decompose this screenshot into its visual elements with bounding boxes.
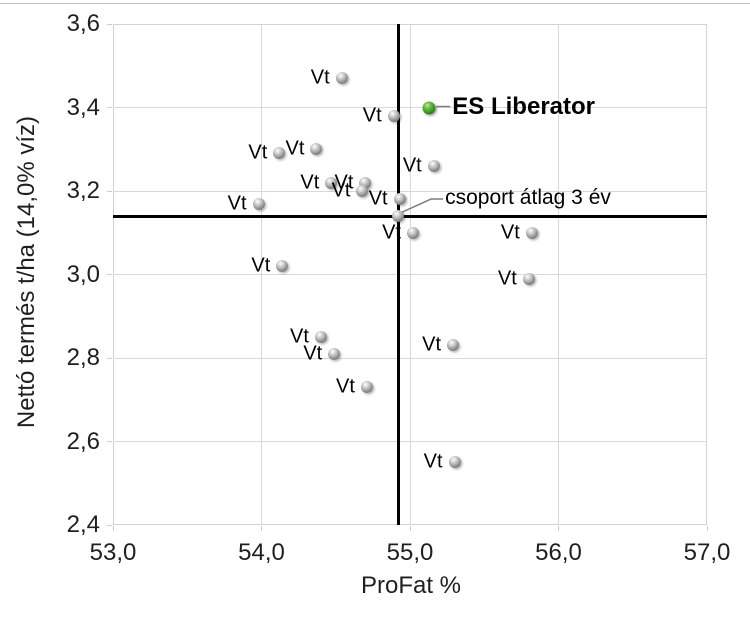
data-point-vt bbox=[252, 197, 265, 210]
data-point-label-vt: Vt bbox=[500, 221, 520, 244]
data-point-es-liberator bbox=[422, 101, 436, 114]
x-tickmark bbox=[558, 526, 559, 531]
annotation-csoport-átlag-3-év: csoport átlag 3 év bbox=[445, 186, 611, 210]
data-point-label-vt: Vt bbox=[423, 450, 443, 473]
y-tick-label: 3,6 bbox=[66, 10, 100, 37]
data-point-csoport-átlag-3-év bbox=[392, 210, 405, 223]
x-tick-label: 57,0 bbox=[683, 539, 731, 566]
data-point-vt bbox=[393, 193, 406, 206]
data-point-vt bbox=[356, 185, 369, 197]
y-tick-label: 2,4 bbox=[66, 511, 100, 538]
data-point-vt bbox=[447, 339, 460, 352]
x-tickmark bbox=[409, 526, 411, 531]
x-tick-label: 53,0 bbox=[89, 539, 137, 566]
y-tick-label: 2,8 bbox=[66, 344, 100, 371]
data-point-label-vt: Vt bbox=[497, 267, 517, 290]
data-point-vt bbox=[360, 381, 373, 394]
data-point-label-vt: Vt bbox=[289, 325, 309, 348]
data-point-label-vt: Vt bbox=[422, 333, 442, 356]
data-point-label-vt: Vt bbox=[336, 375, 355, 398]
data-point-vt bbox=[525, 226, 538, 239]
data-point-vt bbox=[448, 456, 461, 469]
data-point-vt bbox=[335, 72, 348, 85]
data-point-label-vt: Vt bbox=[368, 187, 388, 210]
y-tickmark bbox=[107, 524, 112, 526]
data-point-label-vt: Vt bbox=[402, 154, 422, 177]
x-tick-label: 55,0 bbox=[386, 539, 434, 566]
y-gridline bbox=[113, 357, 707, 359]
data-point-vt bbox=[406, 226, 419, 239]
x-tickmark bbox=[706, 526, 708, 531]
top-rule bbox=[0, 3, 750, 4]
y-tickmark bbox=[107, 357, 112, 359]
data-point-label-vt: Vt bbox=[331, 179, 351, 202]
data-point-label-vt: Vt bbox=[251, 254, 271, 277]
y-tick-label: 3,4 bbox=[66, 93, 100, 121]
x-axis-title: ProFat % bbox=[360, 572, 462, 599]
y-tickmark bbox=[107, 441, 112, 442]
annotation-es-liberator: ES Liberator bbox=[452, 92, 595, 120]
y-tickmark bbox=[107, 23, 112, 25]
data-point-vt bbox=[522, 272, 535, 285]
data-point-vt bbox=[273, 147, 286, 160]
y-gridline bbox=[113, 441, 707, 442]
x-tickmark bbox=[112, 526, 114, 531]
y-tickmark bbox=[107, 274, 112, 275]
y-tickmark bbox=[107, 190, 112, 192]
data-point-vt bbox=[310, 143, 323, 156]
mean-line-horizontal bbox=[113, 214, 707, 218]
y-tick-label: 3,0 bbox=[66, 260, 100, 288]
x-tickmark bbox=[261, 526, 262, 531]
data-point-label-vt: Vt bbox=[300, 171, 320, 194]
y-tick-label: 3,2 bbox=[66, 177, 100, 204]
data-point-vt bbox=[314, 331, 327, 344]
data-point-label-vt: Vt bbox=[227, 192, 247, 215]
data-point-label-vt: Vt bbox=[285, 137, 305, 160]
x-tick-label: 56,0 bbox=[535, 539, 582, 566]
y-gridline bbox=[113, 107, 707, 108]
x-tick-label: 54,0 bbox=[238, 539, 285, 566]
data-point-label-vt: Vt bbox=[382, 221, 401, 244]
data-point-vt bbox=[427, 159, 440, 172]
y-tickmark bbox=[107, 107, 112, 108]
y-axis-title: Nettó termés t/ha (14,0% víz) bbox=[13, 115, 40, 429]
data-point-label-vt: Vt bbox=[334, 171, 354, 194]
data-point-vt bbox=[276, 260, 289, 273]
y-gridline bbox=[113, 190, 707, 192]
data-point-vt bbox=[387, 109, 400, 122]
data-point-label-vt: Vt bbox=[303, 342, 323, 365]
data-point-label-vt: Vt bbox=[248, 141, 268, 164]
data-point-vt bbox=[328, 347, 341, 360]
y-gridline bbox=[113, 274, 707, 275]
data-point-label-vt: Vt bbox=[310, 66, 330, 89]
y-tick-label: 2,6 bbox=[66, 427, 100, 455]
data-point-label-vt: Vt bbox=[362, 104, 382, 127]
data-point-vt bbox=[325, 176, 338, 189]
mean-line-vertical bbox=[396, 24, 400, 525]
